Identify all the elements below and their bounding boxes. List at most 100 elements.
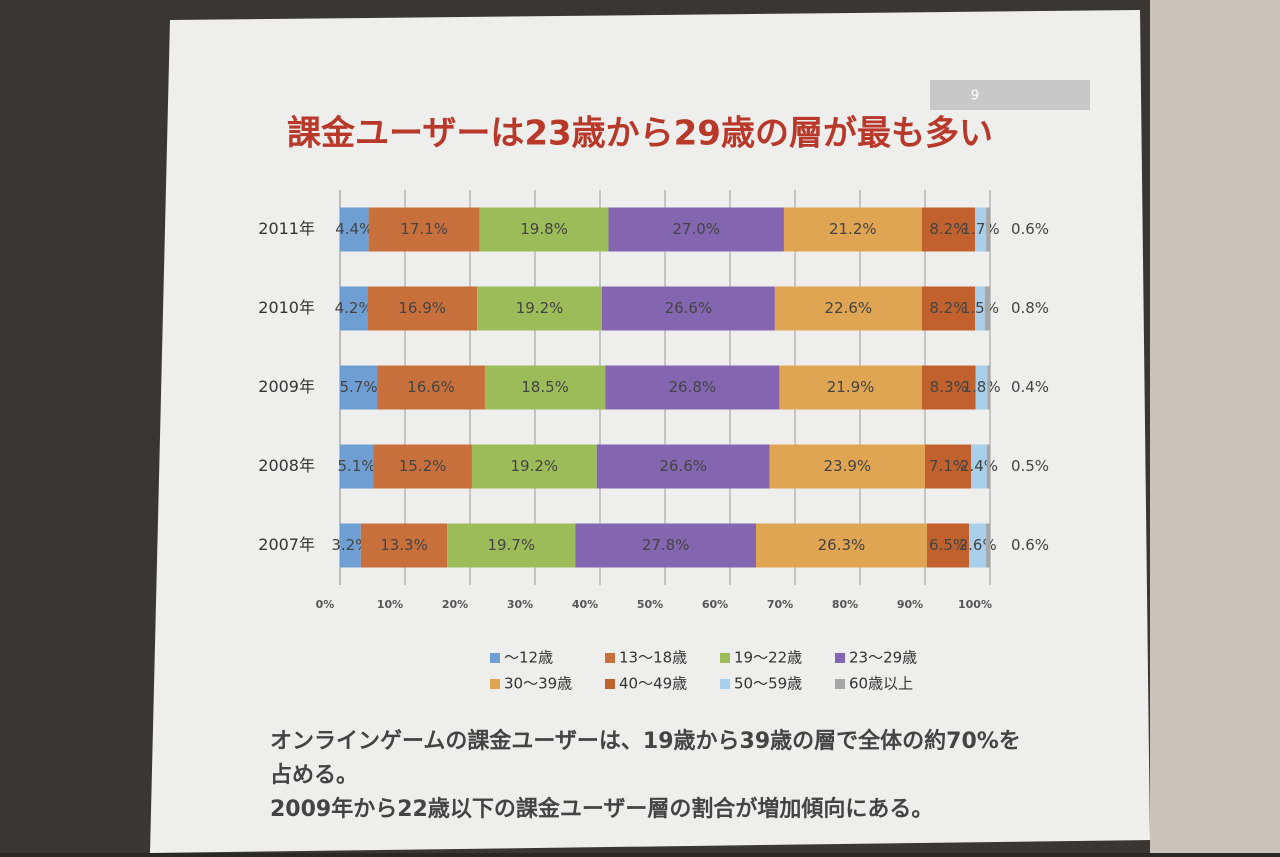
bar-segment (367, 286, 478, 331)
bar-segment (360, 523, 448, 568)
value-label: 2.4% (960, 457, 998, 475)
annotation: オンラインゲームの課金ユーザーは、19歳から39歳の層で全体の約70%を (270, 728, 1021, 754)
x-tick-label: 30% (507, 598, 533, 611)
bar-segment (987, 365, 990, 410)
bar-segment (984, 286, 990, 331)
value-label: 2.6% (959, 536, 997, 554)
legend-label: 50～59歳 (734, 675, 802, 693)
value-label: 15.2% (399, 457, 447, 475)
legend-swatch (490, 653, 500, 663)
x-tick-label: 40% (572, 598, 598, 611)
legend-label: 19～22歳 (734, 649, 802, 667)
bar-segment (921, 207, 976, 252)
bar-segment (971, 444, 987, 489)
legend-label: 30～39歳 (504, 675, 572, 693)
legend-label: 13～18歳 (619, 649, 687, 667)
value-label: 22.6% (824, 299, 872, 317)
bar-segment (340, 365, 378, 410)
bar-segment (484, 365, 606, 410)
value-label: 8.2% (929, 299, 967, 317)
bar-segment (368, 207, 480, 252)
legend-swatch (605, 679, 615, 689)
value-label: 18.5% (521, 378, 569, 396)
x-tick-label: 20% (442, 598, 468, 611)
bar-segment (756, 523, 927, 568)
bar-segment (373, 444, 472, 489)
bar-segment (986, 444, 990, 489)
value-label: 13.3% (380, 536, 428, 554)
x-tick-label: 70% (767, 598, 793, 611)
bar-segment (925, 444, 972, 489)
x-tick-label: 50% (637, 598, 663, 611)
bar-segment (608, 207, 784, 252)
value-label: 21.2% (829, 220, 877, 238)
legend-swatch (835, 679, 845, 689)
x-tick-label: 80% (832, 598, 858, 611)
legend-swatch (720, 679, 730, 689)
y-tick-label: 2011年 (258, 219, 315, 238)
value-label: 26.6% (659, 457, 707, 475)
bar-segment (605, 365, 780, 410)
value-label: 8.3% (930, 378, 968, 396)
bar-segment (340, 207, 369, 252)
legend-label: ～12歳 (504, 649, 553, 667)
value-label: 1.8% (962, 378, 1000, 396)
page-strip (930, 80, 1090, 110)
x-tick-label: 10% (377, 598, 403, 611)
value-label: 3.2% (331, 536, 369, 554)
value-label: 0.4% (1011, 378, 1049, 396)
x-tick-label: 90% (897, 598, 923, 611)
wall (1150, 0, 1280, 853)
bar-segment (769, 444, 925, 489)
bar-segment (340, 523, 361, 568)
bar-segment (986, 207, 990, 252)
value-label: 0.8% (1011, 299, 1049, 317)
legend-label: 60歳以上 (849, 675, 913, 693)
x-tick-label: 0% (316, 598, 335, 611)
value-label: 17.1% (400, 220, 448, 238)
legend-label: 23～29歳 (849, 649, 917, 667)
x-tick-label: 100% (958, 598, 992, 611)
y-tick-label: 2009年 (258, 377, 315, 396)
value-label: 1.7% (962, 220, 1000, 238)
legend-label: 40～49歳 (619, 675, 687, 693)
bar-segment (601, 286, 775, 331)
bar-segment (975, 207, 987, 252)
legend-swatch (490, 679, 500, 689)
bar-segment (477, 286, 602, 331)
bar-segment (774, 286, 922, 331)
value-label: 6.5% (929, 536, 967, 554)
value-label: 4.4% (335, 220, 373, 238)
value-label: 4.2% (335, 299, 373, 317)
bar-segment (779, 365, 922, 410)
slide-number: 9 (971, 89, 979, 104)
value-label: 19.7% (487, 536, 535, 554)
bar-segment (921, 286, 976, 331)
bar-segment (986, 523, 990, 568)
bar-segment (471, 444, 597, 489)
value-label: 23.9% (823, 457, 871, 475)
bar-segment (340, 444, 374, 489)
value-label: 5.7% (339, 378, 377, 396)
value-label: 16.6% (407, 378, 455, 396)
chart-title: 課金ユーザーは23歳から29歳の層が最も多い (287, 114, 993, 154)
value-label: 1.5% (961, 299, 999, 317)
bar-segment (969, 523, 987, 568)
bar-segment (596, 444, 770, 489)
bar-segment (921, 365, 976, 410)
value-label: 26.8% (668, 378, 716, 396)
bar-segment (926, 523, 970, 568)
bar-segment (783, 207, 922, 252)
legend-swatch (605, 653, 615, 663)
value-label: 5.1% (338, 457, 376, 475)
legend-swatch (720, 653, 730, 663)
bar-segment (377, 365, 485, 410)
value-label: 27.8% (642, 536, 690, 554)
value-label: 16.9% (398, 299, 446, 317)
value-label: 26.3% (818, 536, 866, 554)
y-tick-label: 2010年 (258, 298, 315, 317)
value-label: 0.5% (1011, 457, 1049, 475)
bar-segment (575, 523, 756, 568)
